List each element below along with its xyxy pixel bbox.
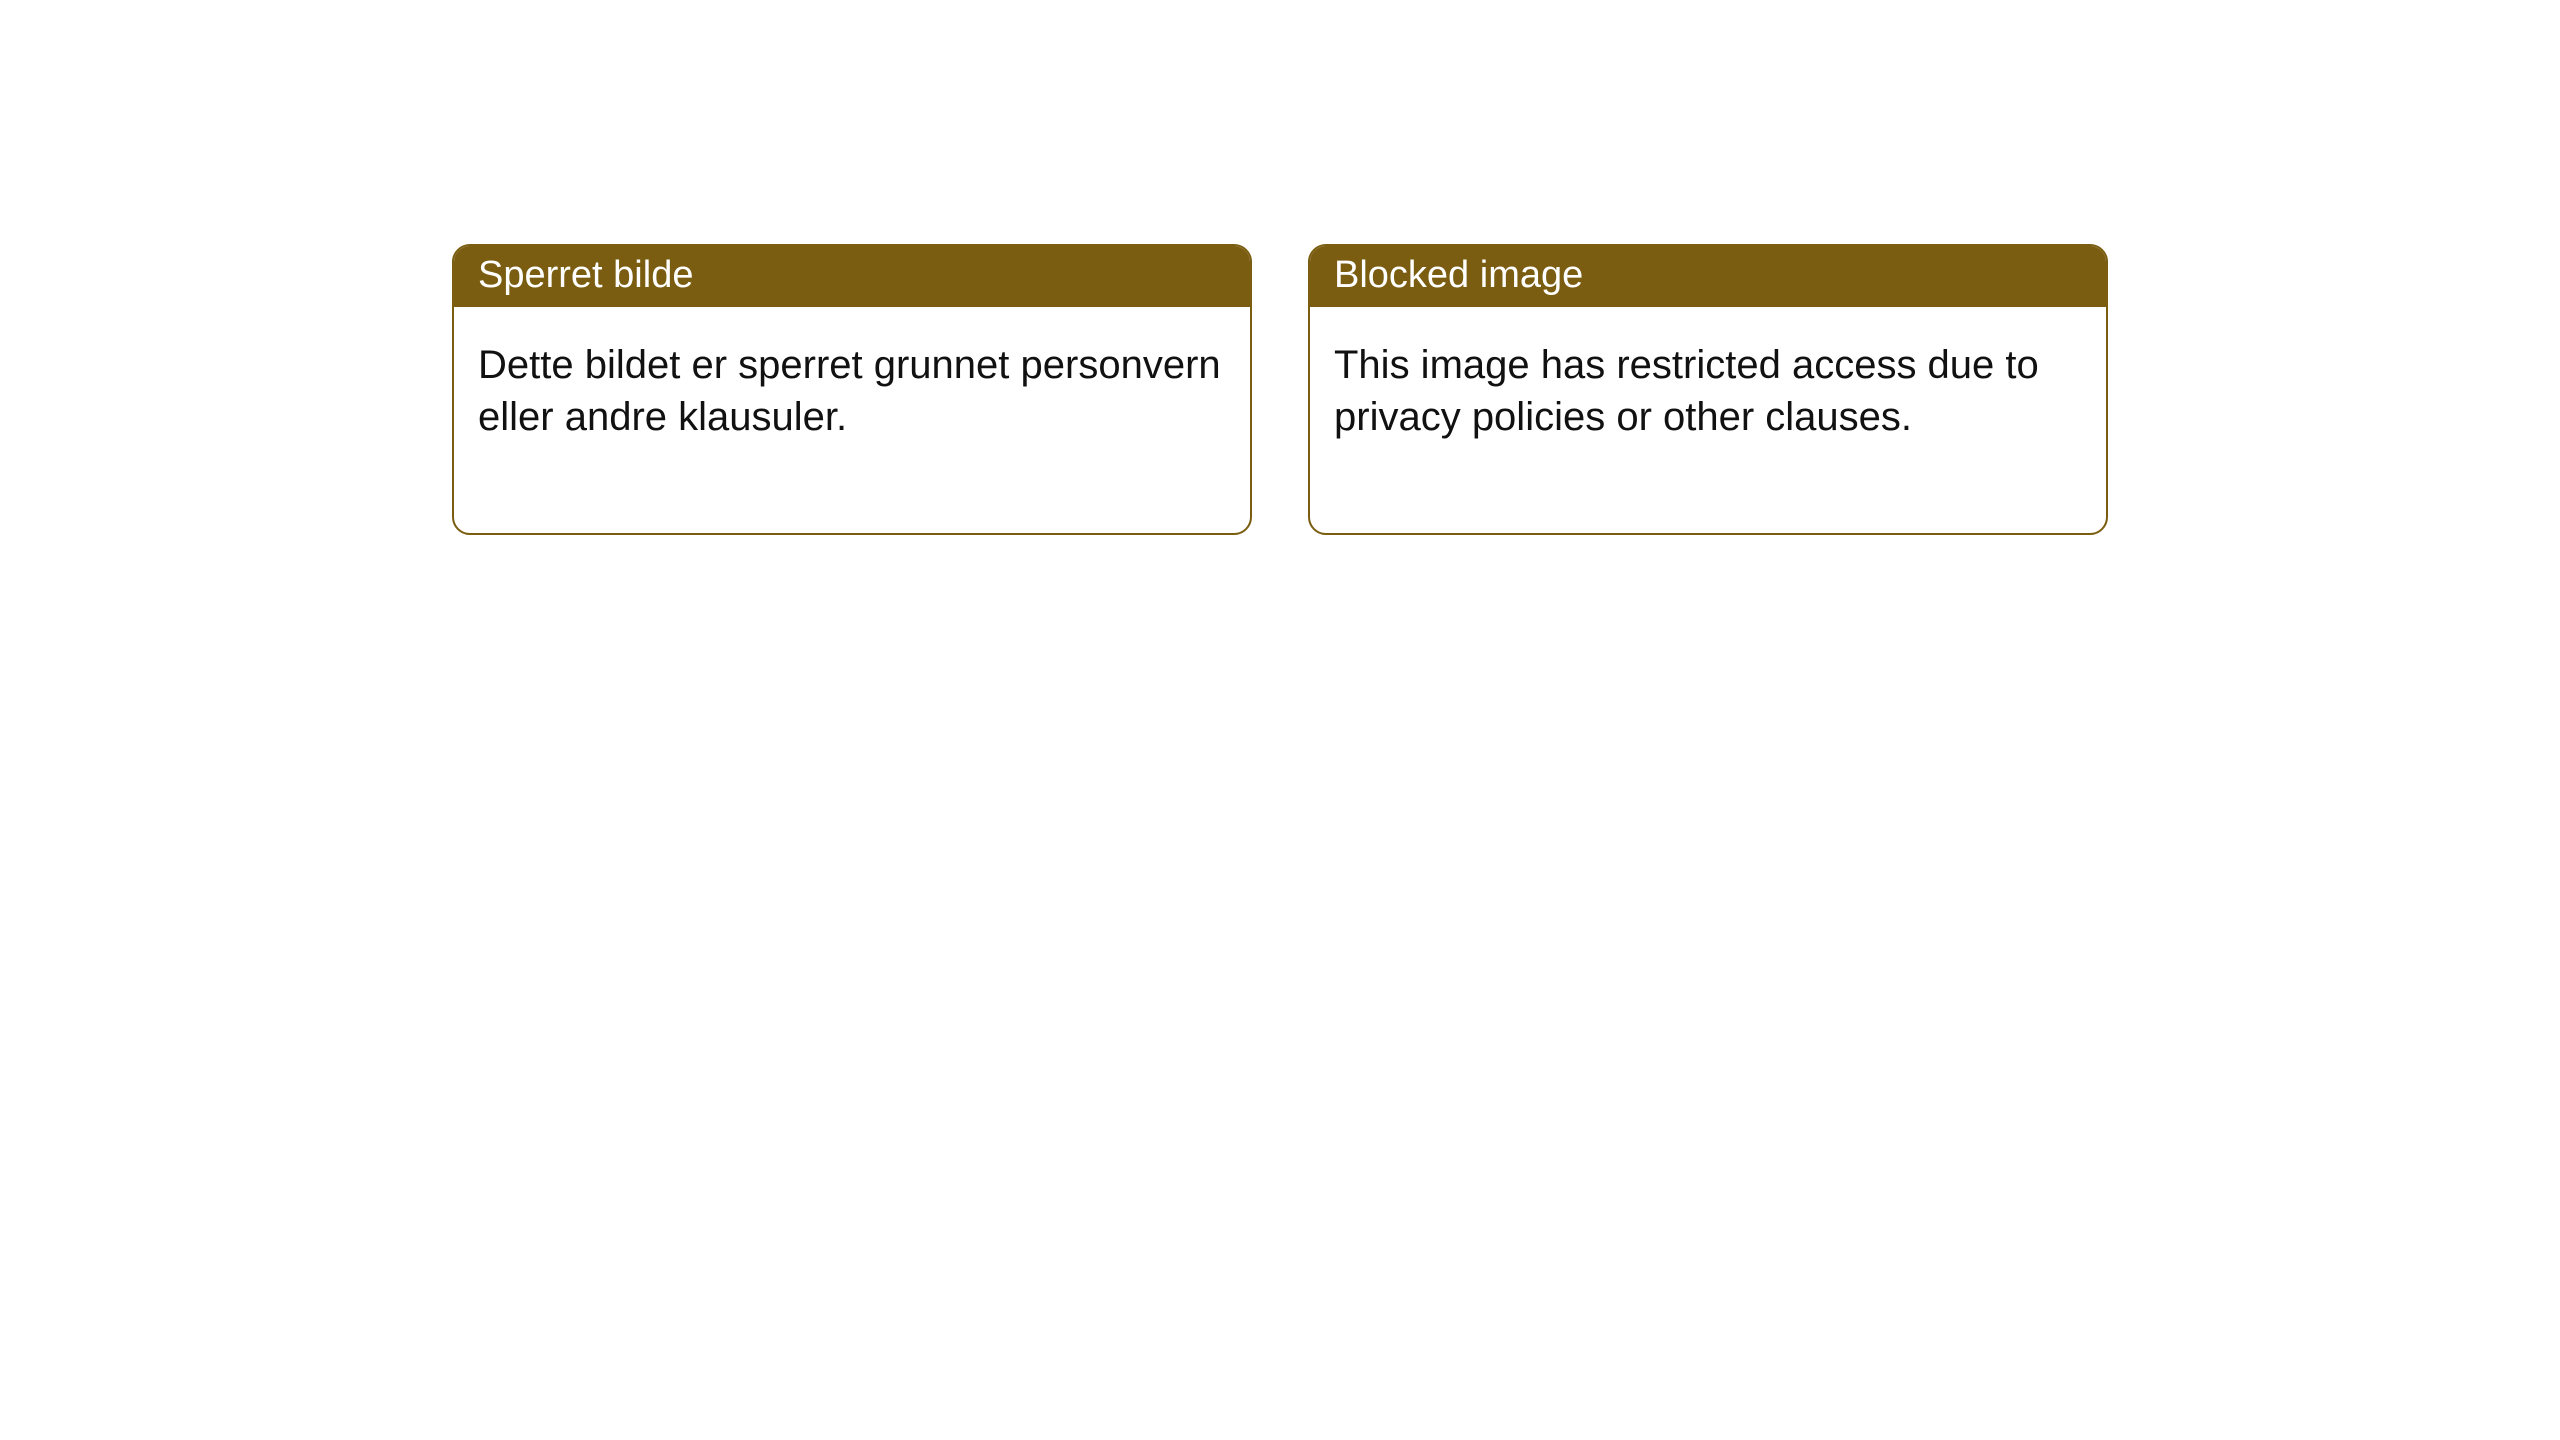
card-body-text: This image has restricted access due to … (1334, 343, 2039, 439)
card-body: Dette bildet er sperret grunnet personve… (454, 307, 1250, 533)
notice-card-english: Blocked image This image has restricted … (1308, 244, 2108, 535)
card-header-text: Sperret bilde (478, 254, 693, 296)
notice-cards-container: Sperret bilde Dette bildet er sperret gr… (0, 0, 2560, 535)
notice-card-norwegian: Sperret bilde Dette bildet er sperret gr… (452, 244, 1252, 535)
card-header: Blocked image (1310, 246, 2106, 307)
card-header-text: Blocked image (1334, 254, 1583, 296)
card-header: Sperret bilde (454, 246, 1250, 307)
card-body-text: Dette bildet er sperret grunnet personve… (478, 343, 1221, 439)
card-body: This image has restricted access due to … (1310, 307, 2106, 533)
